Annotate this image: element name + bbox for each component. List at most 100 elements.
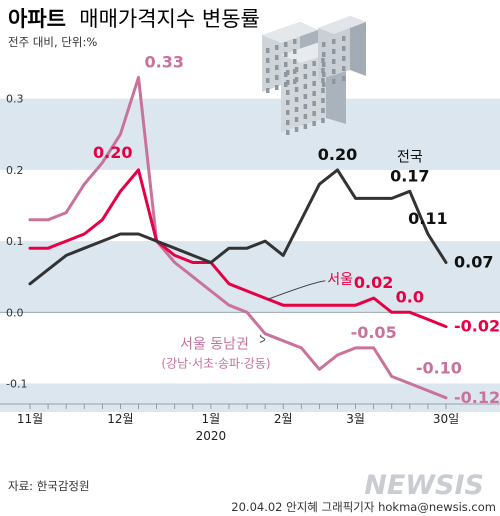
band-1	[0, 241, 500, 313]
window-icon	[293, 79, 297, 84]
gangnam-leader-line	[259, 334, 266, 343]
window-icon	[294, 117, 299, 122]
x-tick-label: 1월	[202, 412, 221, 426]
window-icon	[286, 90, 290, 95]
window-icon	[321, 88, 325, 93]
window-icon	[294, 87, 299, 92]
window-icon	[332, 59, 336, 64]
series-line-2	[28, 75, 448, 400]
data-label: 0.20	[318, 145, 357, 164]
window-icon	[303, 64, 308, 69]
window-icon	[275, 75, 279, 80]
data-label: 0.33	[145, 52, 184, 71]
window-icon	[275, 65, 279, 70]
window-icon	[321, 78, 325, 83]
window-icon	[293, 49, 297, 54]
window-icon	[284, 52, 288, 57]
window-icon	[293, 69, 297, 74]
title-sub: 매매가격지수 변동률	[79, 7, 260, 31]
data-label: 0.20	[93, 143, 132, 162]
window-icon	[342, 36, 346, 41]
data-label: -0.05	[351, 323, 397, 342]
series-line-1	[28, 168, 448, 329]
gangnam-sublabel: (강남·서초·송파·강동)	[161, 356, 270, 370]
window-icon	[266, 68, 270, 73]
gangnam-series-label: 서울 동남권	[180, 336, 249, 352]
y-tick-label: 0.3	[6, 93, 24, 106]
window-icon	[294, 107, 299, 112]
window-icon	[312, 121, 316, 126]
apartment-buildings-icon	[262, 16, 366, 135]
window-icon	[266, 78, 270, 83]
x-tick-label: 11월	[17, 412, 43, 426]
seoul-leader-line	[266, 280, 326, 300]
window-icon	[303, 124, 308, 129]
window-icon	[275, 45, 279, 50]
window-icon	[284, 62, 288, 67]
window-icon	[294, 77, 299, 82]
y-tick-label: 0.0	[6, 306, 24, 319]
x-tick-label: 12월	[107, 412, 133, 426]
window-icon	[342, 56, 346, 61]
x-tick-label: 3월	[346, 412, 365, 426]
window-icon	[322, 52, 326, 57]
y-tick-label: 0.2	[6, 164, 24, 177]
window-icon	[294, 127, 299, 132]
newsis-watermark: NEWSIS	[364, 470, 484, 501]
window-icon	[266, 58, 270, 63]
window-icon	[321, 98, 325, 103]
seoul-series-label: 서울	[327, 272, 353, 288]
window-icon	[303, 94, 308, 99]
data-label: 0.0	[396, 287, 424, 306]
x-tick-label: 2월	[274, 412, 293, 426]
window-icon	[332, 49, 336, 54]
window-icon	[303, 114, 308, 119]
window-icon	[284, 72, 288, 77]
window-icon	[312, 91, 316, 96]
x-year-label: 2020	[196, 429, 227, 443]
window-icon	[286, 120, 290, 125]
title-main: 아파트	[8, 7, 66, 31]
data-label: 0.11	[408, 209, 447, 228]
background-bands	[0, 98, 500, 412]
window-icon	[321, 58, 325, 63]
data-label: -0.02	[454, 317, 500, 336]
window-icon	[284, 42, 288, 47]
window-icon	[342, 66, 346, 71]
window-icon	[312, 81, 316, 86]
series-lines	[28, 75, 448, 400]
window-icon	[266, 48, 270, 53]
data-label: 0.02	[354, 273, 393, 292]
window-icon	[312, 61, 316, 66]
window-icon	[294, 97, 299, 102]
window-icon	[332, 69, 336, 74]
window-icon	[284, 82, 288, 87]
window-icon	[286, 70, 290, 75]
window-icon	[293, 59, 297, 64]
credit-label: 20.04.02 안지혜 그래픽기자 hokma@newsis.com	[231, 500, 496, 514]
window-icon	[286, 110, 290, 115]
window-icon	[321, 68, 325, 73]
window-icon	[293, 39, 297, 44]
window-icon	[266, 88, 270, 93]
unit-label: 전주 대비, 단위:%	[8, 35, 97, 49]
window-icon	[322, 42, 326, 47]
band-0	[0, 98, 500, 170]
window-icon	[342, 76, 346, 81]
window-icon	[303, 84, 308, 89]
window-icon	[286, 100, 290, 105]
data-label: -0.10	[416, 359, 462, 378]
window-icon	[322, 82, 326, 87]
y-tick-label: -0.1	[6, 378, 27, 391]
window-icon	[312, 71, 316, 76]
window-icon	[321, 118, 325, 123]
chart-title: 아파트 매매가격지수 변동률	[8, 7, 260, 31]
band-2	[0, 383, 500, 412]
window-icon	[275, 55, 279, 60]
window-icon	[342, 46, 346, 51]
data-labels: 0.33 0.20 0.20 전국0.17 0.11 0.07 0.020.0 -0.02 -0…	[93, 52, 500, 406]
window-icon	[275, 85, 279, 90]
window-icon	[286, 80, 290, 85]
